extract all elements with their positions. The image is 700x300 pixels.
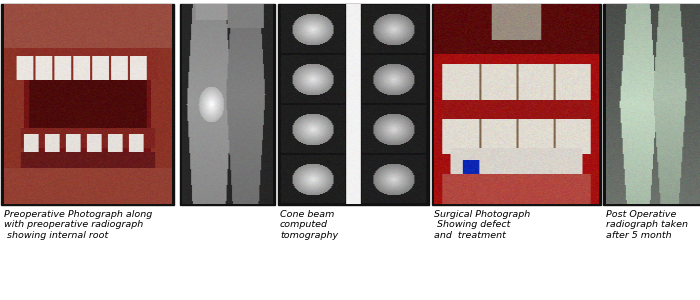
Text: Post Operative
radiograph taken
after 5 month: Post Operative radiograph taken after 5 … — [606, 210, 687, 240]
Bar — [180, 4, 275, 205]
Bar — [432, 4, 601, 205]
Text: Surgical Photograph
 Showing defect
and  treatment: Surgical Photograph Showing defect and t… — [434, 210, 531, 240]
Text: Cone beam
computed
tomography: Cone beam computed tomography — [280, 210, 338, 240]
Bar — [278, 4, 429, 205]
Text: Preoperative Photograph along
with preoperative radiograph
 showing internal roo: Preoperative Photograph along with preop… — [4, 210, 152, 240]
Bar — [603, 4, 700, 205]
Bar — [1, 4, 174, 205]
